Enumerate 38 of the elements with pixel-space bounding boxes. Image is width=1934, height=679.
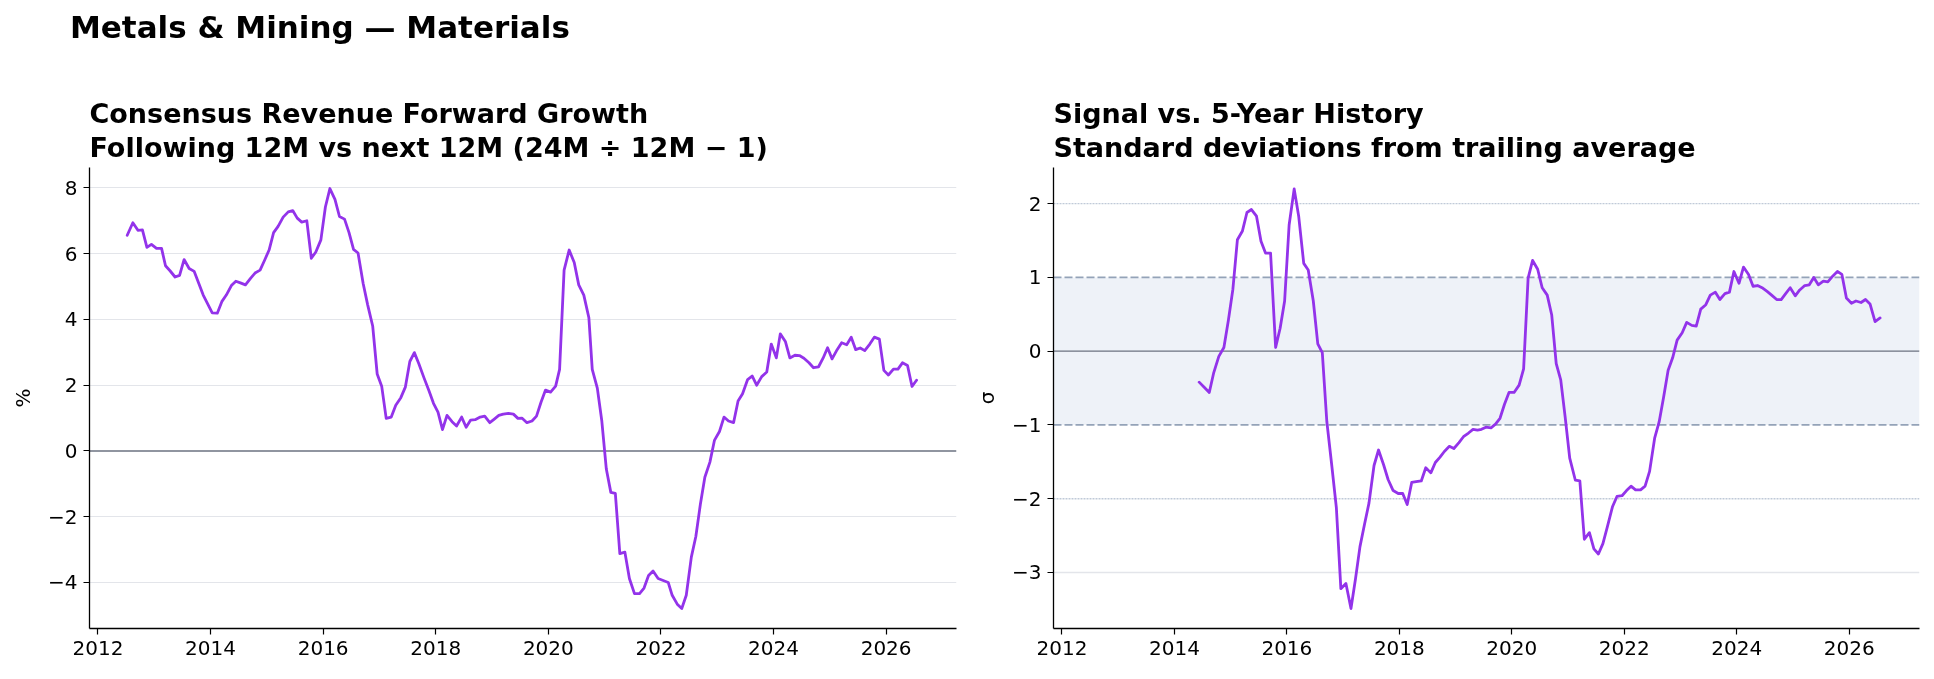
y-tick-label: 0 bbox=[64, 438, 78, 463]
y-tick-label: −2 bbox=[48, 504, 78, 529]
x-tick-label: 2014 bbox=[185, 635, 236, 660]
y-axis-title: % bbox=[11, 388, 36, 408]
y-tick-label: 2 bbox=[1028, 191, 1042, 216]
text: Metals & Mining — Materials bbox=[70, 9, 570, 47]
line-series bbox=[125, 187, 918, 610]
y-tick-label: 8 bbox=[64, 175, 78, 200]
x-tick-label: 2012 bbox=[1036, 635, 1088, 660]
x-tick-label: 2024 bbox=[748, 635, 799, 660]
y-tick-label: 4 bbox=[64, 307, 78, 332]
y-tick-label: −2 bbox=[1012, 486, 1042, 511]
line-series bbox=[1197, 187, 1882, 610]
x-tick-label: 2018 bbox=[410, 635, 462, 660]
x-tick-label: 2026 bbox=[860, 635, 912, 660]
y-tick-label: −3 bbox=[1012, 560, 1042, 585]
x-tick-label: 2012 bbox=[72, 635, 124, 660]
x-tick-label: 2022 bbox=[635, 635, 687, 660]
chart-subtitle: Standard deviations from trailing average bbox=[1053, 132, 1696, 163]
x-tick-label: 2016 bbox=[297, 635, 349, 660]
x-tick-label: 2014 bbox=[1148, 635, 1200, 660]
y-tick-label: 1 bbox=[1028, 265, 1042, 290]
y-tick-label: 0 bbox=[1028, 339, 1042, 364]
x-tick-label: 2024 bbox=[1711, 635, 1763, 660]
y-tick-label: 6 bbox=[64, 241, 78, 266]
x-tick-label: 2018 bbox=[1373, 635, 1425, 660]
chart-subtitle: Following 12M vs next 12M (24M ÷ 12M − 1) bbox=[89, 132, 768, 163]
chart-title: Signal vs. 5-Year History bbox=[1053, 97, 1424, 129]
chart-title: Consensus Revenue Forward Growth bbox=[89, 97, 649, 129]
y-axis-title: σ bbox=[975, 391, 1000, 405]
x-tick-label: 2020 bbox=[522, 635, 574, 660]
x-tick-label: 2020 bbox=[1486, 635, 1538, 660]
x-tick-label: 2016 bbox=[1261, 635, 1313, 660]
x-tick-label: 2026 bbox=[1823, 635, 1875, 660]
x-tick-label: 2022 bbox=[1598, 635, 1650, 660]
y-tick-label: −1 bbox=[1012, 412, 1042, 437]
y-tick-label: 2 bbox=[64, 373, 78, 398]
y-tick-label: −4 bbox=[48, 570, 78, 595]
